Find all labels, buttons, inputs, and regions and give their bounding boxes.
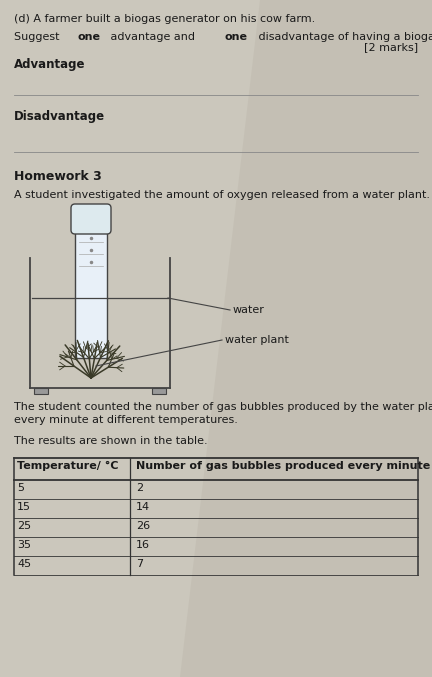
Text: 25: 25 xyxy=(17,521,31,531)
Text: 26: 26 xyxy=(136,521,150,531)
Polygon shape xyxy=(180,0,432,677)
Text: The student counted the number of gas bubbles produced by the water plant: The student counted the number of gas bu… xyxy=(14,402,432,412)
Text: The results are shown in the table.: The results are shown in the table. xyxy=(14,436,208,446)
Text: 14: 14 xyxy=(136,502,150,512)
Bar xyxy=(34,388,48,394)
Text: 7: 7 xyxy=(136,559,143,569)
Text: 15: 15 xyxy=(17,502,31,512)
Text: disadvantage of having a biogas generator.: disadvantage of having a biogas generato… xyxy=(254,32,432,42)
Text: (d) A farmer built a biogas generator on his cow farm.: (d) A farmer built a biogas generator on… xyxy=(14,14,315,24)
Text: A student investigated the amount of oxygen released from a water plant.: A student investigated the amount of oxy… xyxy=(14,190,430,200)
Text: Homework 3: Homework 3 xyxy=(14,170,102,183)
Text: 5: 5 xyxy=(17,483,24,493)
Text: [2 marks]: [2 marks] xyxy=(364,42,418,52)
Text: water: water xyxy=(233,305,265,315)
Text: every minute at different temperatures.: every minute at different temperatures. xyxy=(14,415,238,425)
Bar xyxy=(152,388,166,394)
Text: water plant: water plant xyxy=(225,335,289,345)
Bar xyxy=(75,226,107,358)
Text: one: one xyxy=(77,32,100,42)
Text: 2: 2 xyxy=(136,483,143,493)
Text: Temperature/ °C: Temperature/ °C xyxy=(17,461,118,471)
FancyBboxPatch shape xyxy=(71,204,111,234)
Text: Number of gas bubbles produced every minute: Number of gas bubbles produced every min… xyxy=(136,461,430,471)
Text: Advantage: Advantage xyxy=(14,58,86,71)
Text: 35: 35 xyxy=(17,540,31,550)
Text: Disadvantage: Disadvantage xyxy=(14,110,105,123)
Text: advantage and: advantage and xyxy=(107,32,198,42)
Text: one: one xyxy=(225,32,248,42)
Text: 45: 45 xyxy=(17,559,31,569)
Text: Suggest: Suggest xyxy=(14,32,63,42)
Text: 16: 16 xyxy=(136,540,150,550)
